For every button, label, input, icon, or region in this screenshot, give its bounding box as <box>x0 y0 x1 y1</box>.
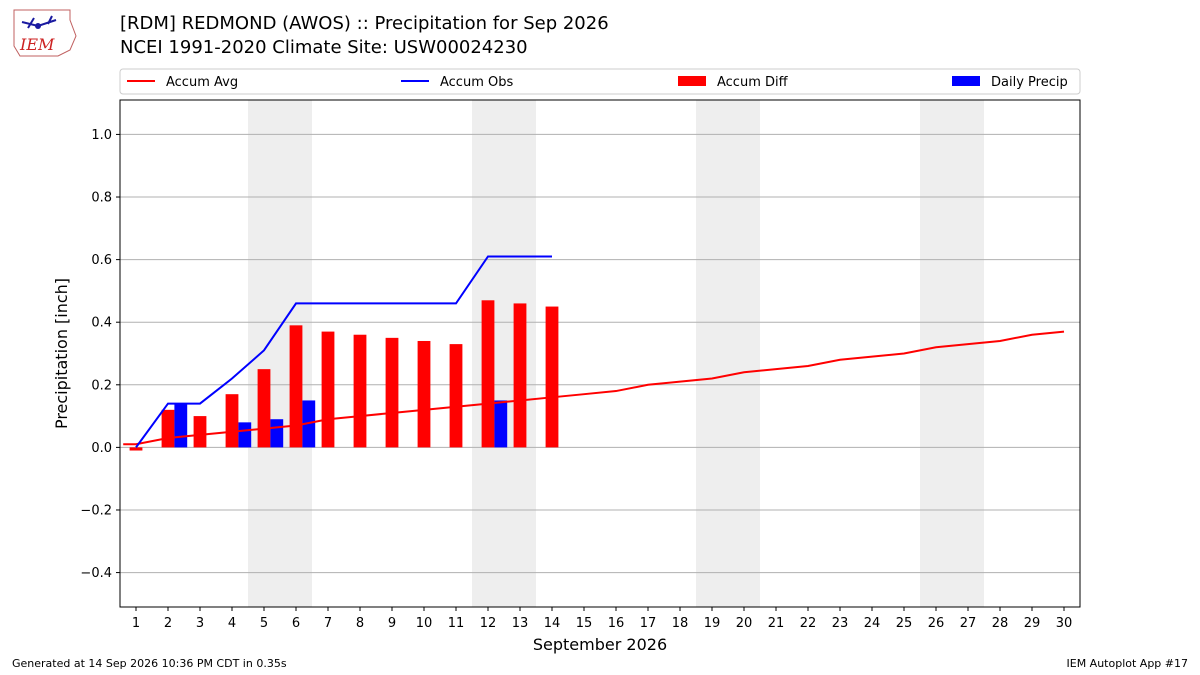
legend-bar-swatch <box>678 76 706 86</box>
accum-obs-line <box>135 255 552 448</box>
y-tick-label: 1.0 <box>91 128 112 143</box>
x-tick-label: 26 <box>928 616 945 631</box>
logo-mark-icon <box>35 23 41 29</box>
x-tick-label: 19 <box>704 616 721 631</box>
x-tick-label: 15 <box>576 616 593 631</box>
legend-label: Accum Obs <box>440 75 513 90</box>
accum-diff-bar <box>353 334 367 448</box>
x-tick-label: 16 <box>608 616 625 631</box>
x-tick-label: 30 <box>1056 616 1073 631</box>
svg-text:IEM: IEM <box>19 35 55 54</box>
accum-diff-bar <box>225 394 239 448</box>
y-tick-label: 0.4 <box>91 316 112 331</box>
y-tick-label: 0.8 <box>91 191 112 206</box>
x-tick-label: 29 <box>1024 616 1041 631</box>
legend-box <box>119 68 1081 95</box>
x-tick-label: 2 <box>164 616 172 631</box>
x-tick-label: 13 <box>512 616 529 631</box>
x-tick-label: 17 <box>640 616 657 631</box>
x-tick-label: 12 <box>480 616 497 631</box>
weekend-shade <box>920 100 984 607</box>
bars <box>129 300 559 451</box>
daily-precip-bar <box>238 422 252 448</box>
legend-label: Accum Diff <box>717 75 789 90</box>
lines <box>123 255 1065 448</box>
accum-diff-bar <box>321 331 335 448</box>
y-axis-label: Precipitation [inch] <box>52 278 71 429</box>
x-tick-label: 28 <box>992 616 1009 631</box>
daily-precip-bar <box>270 419 284 448</box>
chart-subtitle: NCEI 1991-2020 Climate Site: USW00024230 <box>120 37 528 58</box>
plot-frame <box>119 99 1081 608</box>
accum-diff-bar <box>481 300 495 448</box>
x-tick-label: 1 <box>132 616 140 631</box>
x-tick-label: 18 <box>672 616 689 631</box>
x-tick-label: 20 <box>736 616 753 631</box>
accum-avg-line <box>123 330 1065 446</box>
iem-logo: IEM <box>13 9 77 57</box>
accum-diff-bar <box>289 325 303 448</box>
accum-diff-bar <box>449 344 463 448</box>
accum-diff-bar <box>193 416 207 448</box>
y-tick-label: −0.4 <box>80 566 112 581</box>
chart-title: [RDM] REDMOND (AWOS) :: Precipitation fo… <box>120 13 609 34</box>
weekend-shade <box>696 100 760 607</box>
weekend-shading <box>248 100 984 607</box>
x-tick-label: 9 <box>388 616 396 631</box>
legend: Accum Avg Accum Obs Accum Diff Daily Precip <box>119 68 1081 95</box>
accum-diff-bar <box>257 369 271 448</box>
x-tick-label: 22 <box>800 616 817 631</box>
generated-note: Generated at 14 Sep 2026 10:36 PM CDT in… <box>12 657 287 670</box>
accum-diff-bar <box>545 306 559 448</box>
y-tick-label: 0.6 <box>91 253 112 268</box>
x-tick-label: 24 <box>864 616 881 631</box>
x-tick-label: 10 <box>416 616 433 631</box>
daily-precip-bar <box>174 403 188 448</box>
accum-diff-bar <box>385 337 399 448</box>
x-axis-label: September 2026 <box>533 635 667 654</box>
x-tick-label: 8 <box>356 616 364 631</box>
y-tick-label: 0.2 <box>91 378 112 393</box>
x-tick-label: 27 <box>960 616 977 631</box>
x-tick-label: 5 <box>260 616 268 631</box>
accum-diff-bar <box>417 340 431 448</box>
accum-diff-bar <box>161 409 175 448</box>
x-tick-label: 6 <box>292 616 300 631</box>
x-tick-label: 14 <box>544 616 561 631</box>
y-tick-label: −0.2 <box>80 503 112 518</box>
accum-diff-bar <box>129 447 143 451</box>
legend-label: Accum Avg <box>166 75 238 90</box>
x-ticks: 1 2 3 4 5 6 7 8 9 10 11 12 13 14 15 16 17 18 19 20 21 22 23 24 2… <box>132 607 1072 631</box>
y-ticks: −0.4 −0.2 0.0 0.2 0.4 0.6 0.8 1.0 <box>80 128 120 581</box>
accum-diff-bar <box>513 303 527 448</box>
x-tick-label: 25 <box>896 616 913 631</box>
x-tick-label: 4 <box>228 616 236 631</box>
x-tick-label: 11 <box>448 616 465 631</box>
app-note: IEM Autoplot App #17 <box>1066 657 1189 670</box>
x-tick-label: 7 <box>324 616 332 631</box>
y-tick-label: 0.0 <box>91 441 112 456</box>
x-tick-label: 3 <box>196 616 204 631</box>
x-tick-label: 23 <box>832 616 849 631</box>
x-tick-label: 21 <box>768 616 785 631</box>
legend-bar-swatch <box>952 76 980 86</box>
daily-precip-bar <box>494 400 508 448</box>
legend-label: Daily Precip <box>991 75 1068 90</box>
